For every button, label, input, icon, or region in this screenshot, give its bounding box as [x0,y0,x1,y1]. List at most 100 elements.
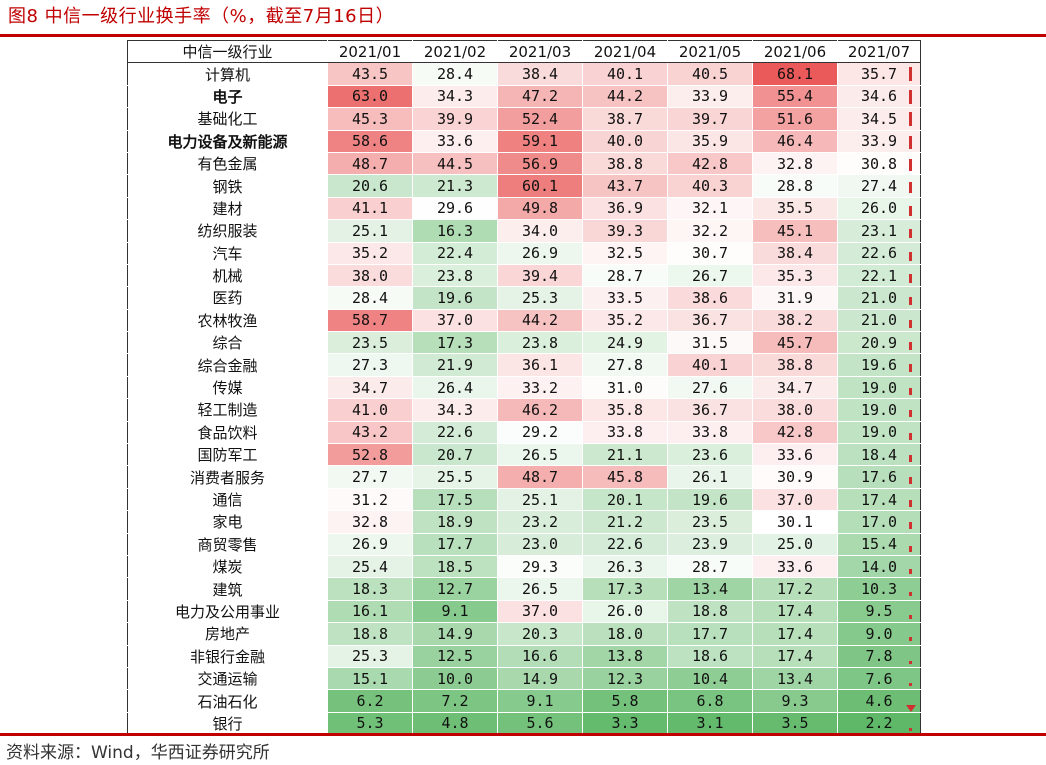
cell-value: 26.7 [691,266,729,285]
heat-cell: 38.8 [752,353,838,377]
heat-cell: 30.9 [752,465,838,489]
heat-cell: 26.3 [582,554,668,579]
heat-cell: 47.2 [497,84,583,109]
heat-cell: 13.4 [752,666,838,691]
heat-cell: 45.8 [582,465,668,489]
heat-cell: 6.2 [327,689,413,713]
cell-value: 26.9 [351,535,389,554]
industry-label: 房地产 [127,622,328,646]
heat-cell: 18.4 [837,443,921,467]
cell-value: 39.4 [521,266,559,285]
cell-value: 35.3 [776,266,814,285]
cell-value: 21.3 [436,177,474,196]
industry-label: 传媒 [127,375,328,400]
heat-cell: 14.0 [837,554,921,579]
heat-cell: 31.5 [667,331,753,355]
cell-value: 40.0 [606,132,644,151]
heat-cell: 29.6 [412,196,498,221]
heat-cell: 30.8 [837,151,921,176]
heat-cell: 35.7 [837,62,921,86]
cell-value: 25.1 [521,490,559,509]
heat-cell: 41.1 [327,196,413,221]
heat-cell: 16.6 [497,644,583,668]
heat-cell: 37.0 [497,599,583,624]
heat-cell: 4.8 [412,711,498,736]
cell-value: 59.1 [521,132,559,151]
heat-cell: 19.6 [667,487,753,512]
heat-cell: 23.5 [667,510,753,534]
heat-cell: 43.2 [327,420,413,445]
heat-cell: 18.5 [412,554,498,579]
heat-cell: 7.2 [412,689,498,713]
heat-cell: 25.1 [497,487,583,512]
column-header: 2021/01 [327,39,413,64]
heat-cell: 26.7 [667,263,753,288]
trend-bar [909,637,912,642]
cell-value: 26.0 [860,199,898,218]
bottom-rule [0,733,1046,736]
industry-label: 机械 [127,263,328,288]
cell-value: 13.4 [691,580,729,599]
cell-value: 31.2 [351,490,389,509]
cell-value: 16.6 [521,647,559,666]
trend-bar [909,112,912,127]
industry-label: 基础化工 [127,107,328,131]
cell-value: 35.7 [860,65,898,84]
cell-value: 34.0 [521,221,559,240]
cell-value: 38.0 [776,400,814,419]
heat-cell: 21.0 [837,286,921,310]
heat-cell: 18.9 [412,510,498,534]
industry-label: 电力设备及新能源 [127,129,328,153]
table-row: 建筑 18.3 12.7 26.5 17.3 13.4 17.2 10.3 [127,577,921,601]
heat-cell: 25.3 [327,644,413,668]
cell-value: 21.0 [860,311,898,330]
heat-cell: 9.3 [752,689,838,713]
heat-cell: 45.7 [752,331,838,355]
trend-bar [909,342,912,351]
cell-value: 27.4 [860,177,898,196]
cell-value: 38.0 [351,266,389,285]
cell-value: 26.5 [521,580,559,599]
heat-cell: 34.0 [497,219,583,243]
table-row: 钢铁 20.6 21.3 60.1 43.7 40.3 28.8 27.4 [127,174,921,198]
table-row: 电力设备及新能源 58.6 33.6 59.1 40.0 35.9 46.4 33.9 [127,129,921,153]
industry-label: 国防军工 [127,443,328,467]
heat-cell: 23.1 [837,219,921,243]
heat-cell: 21.9 [412,353,498,377]
heat-cell: 17.4 [752,644,838,668]
heat-cell: 35.8 [582,398,668,422]
cell-value: 12.5 [436,647,474,666]
header-row: 中信一级行业 2021/01 2021/02 2021/03 2021/04 2021/… [127,39,921,64]
cell-value: 18.3 [351,580,389,599]
industry-label: 综合金融 [127,353,328,377]
trend-bar [909,568,912,574]
heat-cell: 20.3 [497,622,583,646]
heat-cell: 26.1 [667,465,753,489]
cell-value: 5.6 [526,714,554,733]
trend-bar [909,229,912,239]
cell-value: 60.1 [521,177,559,196]
heat-cell: 52.4 [497,107,583,131]
cell-value: 52.8 [351,445,389,464]
cell-value: 4.8 [441,714,469,733]
cell-value: 33.2 [521,378,559,397]
heat-cell: 63.0 [327,84,413,109]
table-row: 房地产 18.8 14.9 20.3 18.0 17.7 17.4 9.0 [127,622,921,646]
cell-value: 14.9 [521,669,559,688]
heat-cell: 56.9 [497,151,583,176]
heat-cell: 17.7 [412,532,498,556]
heat-cell: 2.2 [837,711,921,736]
heat-cell: 36.7 [667,308,753,333]
heat-cell: 33.6 [752,554,838,579]
cell-value: 20.9 [860,333,898,352]
cell-value: 6.2 [356,692,384,711]
heat-cell: 33.9 [667,84,753,109]
trend-bar [909,522,912,530]
cell-value: 35.2 [351,244,389,263]
table-row: 电力及公用事业 16.1 9.1 37.0 26.0 18.8 17.4 9.5 [127,599,921,624]
heat-cell: 44.2 [582,84,668,109]
heat-cell: 27.3 [327,353,413,377]
heat-cell: 12.5 [412,644,498,668]
heat-cell: 15.1 [327,666,413,691]
heat-cell: 39.9 [412,107,498,131]
